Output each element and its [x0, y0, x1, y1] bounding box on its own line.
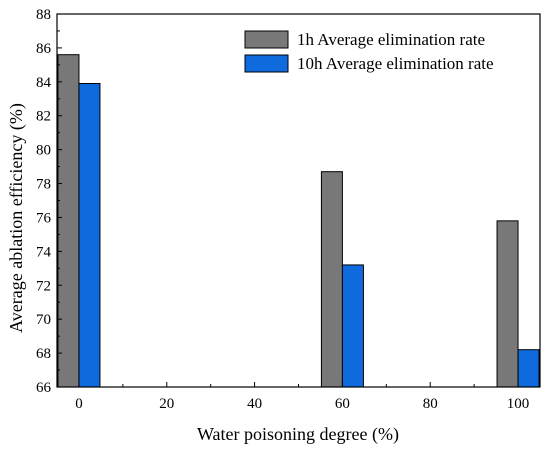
y-tick-label-74: 74 [36, 244, 52, 260]
bar-series2-60 [341, 264, 364, 388]
legend-label-2: 10h Average elimination rate [297, 54, 494, 73]
legend: 1h Average elimination rate 10h Average e… [244, 30, 494, 73]
legend-swatch-2 [244, 54, 289, 73]
y-tick-label-76: 76 [36, 210, 52, 226]
y-tick-label-66: 66 [36, 380, 52, 396]
bar-series1-60 [320, 171, 343, 388]
legend-swatch-1 [244, 30, 289, 49]
x-tick-label-60: 60 [335, 396, 350, 412]
x-tick-label-20: 20 [159, 396, 174, 412]
y-tick-label-72: 72 [36, 278, 51, 294]
y-tick-label-82: 82 [36, 109, 51, 125]
legend-label-1: 1h Average elimination rate [297, 30, 485, 49]
y-tick-label-88: 88 [36, 7, 51, 23]
axes-group: 66 68 70 72 74 76 78 80 82 84 86 88 0 20 40 60 80 100 [36, 7, 541, 412]
y-tick-label-70: 70 [36, 312, 51, 328]
bars-group [57, 54, 540, 388]
x-axis-title: Water poisoning degree (%) [197, 424, 399, 445]
y-tick-label-86: 86 [36, 41, 52, 57]
bar-series2-100 [517, 349, 540, 388]
bar-series2-0 [78, 83, 101, 388]
y-tick-label-68: 68 [36, 346, 51, 362]
bar-series1-0 [57, 54, 80, 388]
x-tick-label-40: 40 [247, 396, 262, 412]
x-tick-label-80: 80 [423, 396, 438, 412]
bar-series1-100 [496, 220, 519, 388]
y-tick-label-84: 84 [36, 75, 52, 91]
x-tick-label-100: 100 [507, 396, 530, 412]
y-tick-label-78: 78 [36, 177, 51, 193]
y-axis-title: Average ablation efficiency (%) [6, 103, 27, 333]
y-tick-label-80: 80 [36, 143, 51, 159]
x-tick-label-0: 0 [75, 396, 83, 412]
